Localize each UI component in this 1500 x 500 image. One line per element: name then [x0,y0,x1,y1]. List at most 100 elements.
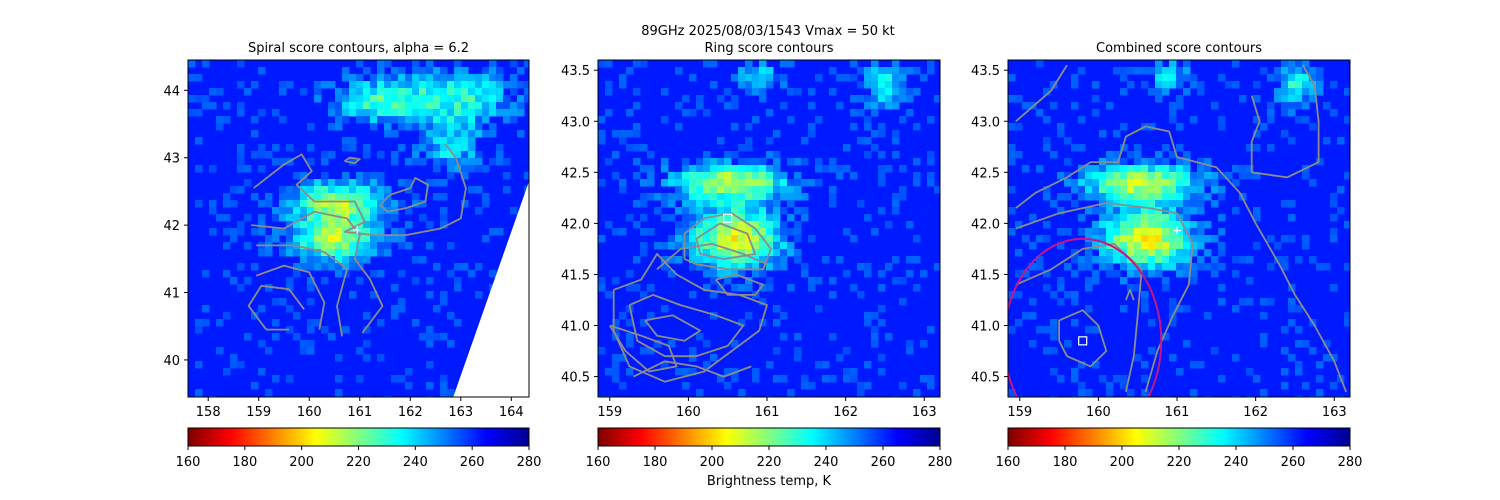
score-contour-line [628,294,745,358]
x-tick-label: 163 [1322,405,1347,420]
score-contour-line [633,360,752,378]
ring-score-panel: Ring score contours 159 160 161 162 163 40.5 41… [561,41,941,420]
swath-gap [453,181,529,397]
colorbar-tick-label: 180 [1053,455,1078,470]
score-contour-line [253,143,467,237]
center-plus-marker [1173,226,1182,235]
score-contour-line [247,284,305,331]
colorbar-tick-label: 180 [643,455,668,470]
x-tick-label: 163 [912,405,937,420]
colorbar-tick-label: 160 [176,455,201,470]
colorbar-tick-label: 200 [289,455,314,470]
y-tick-label: 40.5 [971,371,1000,386]
colorbar-label: Brightness temp, K [707,474,832,489]
combined-colorbar: 160 180 200 220 240 260 280 [996,427,1363,470]
score-contours [1015,64,1347,393]
y-tick-label: 41 [163,287,180,302]
square-marker [1078,336,1088,346]
y-tick-label: 41.5 [971,268,1000,283]
y-tick-label: 43.0 [561,115,590,130]
colorbar-gradient [1007,427,1351,447]
colorbar-tick-label: 280 [517,455,542,470]
brightness-temp-field [188,60,529,397]
colorbar-tick-label: 260 [460,455,485,470]
colorbar-tick-label: 240 [1224,455,1249,470]
score-contour-line [715,273,764,296]
colorbar-tick-label: 160 [586,455,611,470]
score-contour-line [379,177,429,213]
colorbar-tick-label: 280 [1338,455,1363,470]
y-tick-label: 42.0 [561,217,590,232]
axes-frame [187,59,530,398]
x-tick-label: 162 [398,405,423,420]
colorbar-gradient [597,427,941,447]
score-contour-line [1058,309,1108,368]
x-tick-label: 158 [196,405,221,420]
score-contour-line [1015,64,1068,122]
y-tick-label: 42.5 [561,166,590,181]
y-tick-label: 43 [163,152,180,167]
score-contour-line [251,210,384,334]
score-contour-line [344,156,361,164]
colorbar-tick-label: 280 [928,455,953,470]
brightness-temp-field [1008,60,1350,397]
colorbar-tick-label: 260 [1281,455,1306,470]
x-tick-label: 160 [676,405,701,420]
score-contour-line [1015,202,1194,393]
x-tick-label: 163 [448,405,473,420]
colorbar-tick-label: 220 [757,455,782,470]
x-tick-label: 161 [755,405,780,420]
score-contour-line [695,222,757,260]
colorbar-tick-label: 220 [346,455,371,470]
y-tick-label: 43.5 [561,64,590,79]
score-contour-line [644,314,702,342]
y-tick-label: 40 [163,354,180,369]
y-tick-label: 41.0 [971,320,1000,335]
colorbar-tick-label: 160 [996,455,1021,470]
colorbar-gradient [187,427,530,447]
colorbar-tick-label: 240 [814,455,839,470]
colorbar-tick-label: 200 [1110,455,1135,470]
score-contour-line [255,264,326,330]
score-contour-line [609,324,678,373]
brightness-temp-field [598,60,940,397]
square-marker [723,213,733,223]
axes-frame [1007,59,1351,398]
x-tick-label: 164 [499,405,524,420]
score-contour-line [612,253,768,383]
score-contour-line [1250,64,1320,179]
y-tick-label: 44 [163,84,180,99]
score-contour-line [683,212,772,271]
colorbar-tick-label: 260 [871,455,896,470]
y-tick-label: 41.5 [561,268,590,283]
x-tick-label: 159 [597,405,622,420]
figure-suptitle: 89GHz 2025/08/03/1543 Vmax = 50 kt [641,24,895,39]
score-contour-line [1015,125,1347,393]
colorbar-tick-label: 200 [700,455,725,470]
panel-title: Spiral score contours, alpha = 6.2 [248,41,469,56]
y-tick-label: 43.5 [971,64,1000,79]
x-tick-label: 161 [347,405,372,420]
center-plus-marker [353,225,362,234]
score-contours [247,143,467,337]
y-tick-label: 42 [163,219,180,234]
score-contours [609,212,772,383]
x-tick-label: 159 [246,405,271,420]
x-tick-label: 161 [1165,405,1190,420]
y-tick-label: 42.5 [971,166,1000,181]
ring-colorbar: 160 180 200 220 240 260 280 [586,427,953,470]
y-tick-label: 43.0 [971,115,1000,130]
colorbar-tick-label: 180 [232,455,257,470]
panel-title: Ring score contours [704,41,833,56]
x-tick-label: 159 [1007,405,1032,420]
y-tick-label: 41.0 [561,320,590,335]
x-tick-label: 162 [1243,405,1268,420]
score-contour-line [656,242,768,270]
spiral-colorbar: 160 180 200 220 240 260 280 [176,427,542,470]
panel-title: Combined score contours [1096,41,1262,56]
ring-fit-circle [1008,237,1163,397]
y-tick-label: 40.5 [561,371,590,386]
axes-frame [597,59,941,398]
colorbar-tick-label: 220 [1167,455,1192,470]
